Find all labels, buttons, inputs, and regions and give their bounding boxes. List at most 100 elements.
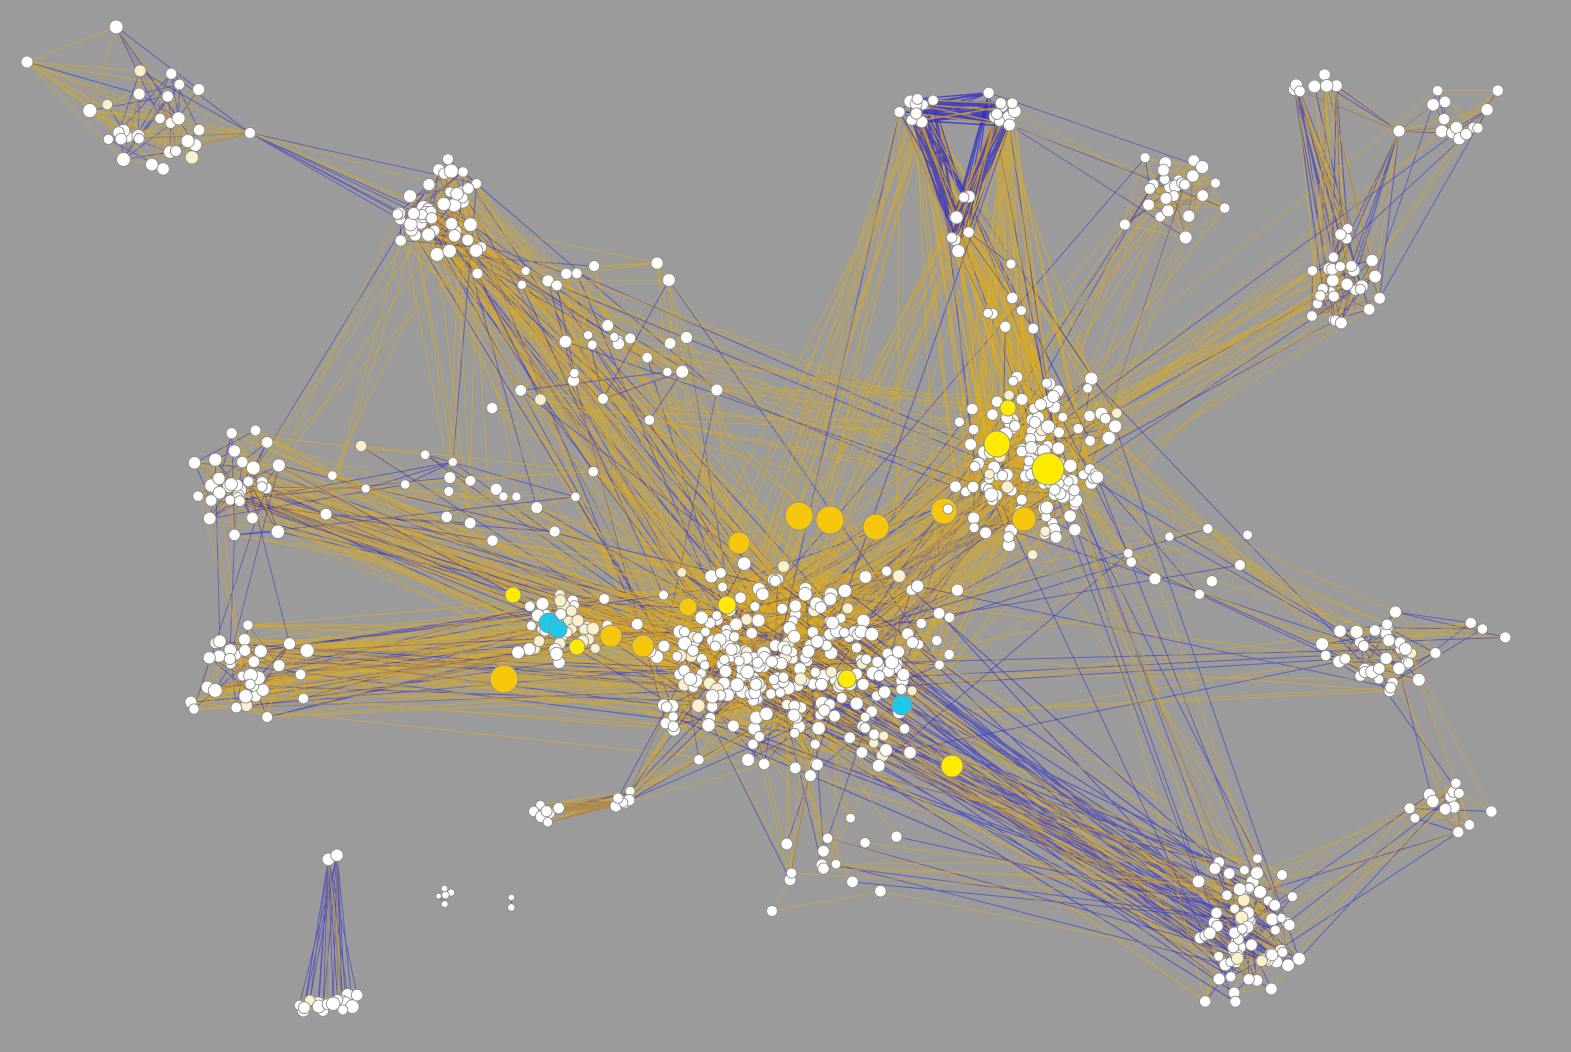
- graph-node[interactable]: [228, 528, 241, 542]
- graph-node[interactable]: [884, 654, 900, 670]
- graph-node[interactable]: [934, 659, 945, 671]
- graph-node[interactable]: [677, 636, 692, 651]
- graph-node[interactable]: [440, 510, 453, 524]
- graph-node[interactable]: [360, 483, 371, 494]
- graph-node[interactable]: [238, 644, 252, 657]
- graph-node[interactable]: [871, 655, 884, 668]
- graph-node[interactable]: [202, 651, 216, 665]
- graph-node[interactable]: [1159, 192, 1173, 205]
- graph-node[interactable]: [953, 416, 965, 428]
- graph-node[interactable]: [1307, 79, 1322, 94]
- graph-node[interactable]: [208, 452, 223, 467]
- graph-node-highlighted[interactable]: [983, 430, 1011, 458]
- graph-node-highlighted[interactable]: [815, 505, 845, 535]
- graph-node[interactable]: [133, 64, 147, 78]
- graph-node[interactable]: [1049, 530, 1063, 544]
- graph-node[interactable]: [1212, 972, 1226, 986]
- graph-node[interactable]: [1429, 647, 1442, 660]
- graph-node[interactable]: [891, 645, 906, 659]
- graph-node[interactable]: [1195, 160, 1210, 174]
- graph-node[interactable]: [691, 698, 706, 713]
- graph-node[interactable]: [443, 163, 459, 179]
- graph-node[interactable]: [906, 685, 918, 697]
- graph-node[interactable]: [949, 480, 962, 493]
- graph-node[interactable]: [724, 643, 738, 656]
- graph-node[interactable]: [156, 162, 170, 176]
- graph-node[interactable]: [667, 720, 680, 733]
- graph-node[interactable]: [729, 617, 743, 632]
- graph-node[interactable]: [1327, 290, 1340, 303]
- graph-node[interactable]: [1219, 202, 1231, 214]
- graph-node[interactable]: [859, 837, 871, 849]
- graph-node[interactable]: [873, 670, 886, 682]
- graph-node[interactable]: [777, 560, 790, 573]
- graph-node-highlighted[interactable]: [784, 501, 814, 531]
- graph-node[interactable]: [1476, 623, 1489, 635]
- graph-node[interactable]: [1319, 79, 1334, 93]
- graph-node[interactable]: [871, 758, 886, 773]
- graph-node[interactable]: [658, 589, 669, 601]
- graph-node[interactable]: [1039, 525, 1051, 537]
- graph-node[interactable]: [892, 569, 907, 583]
- graph-node[interactable]: [463, 217, 478, 232]
- graph-node[interactable]: [1276, 869, 1288, 881]
- graph-node[interactable]: [693, 754, 705, 766]
- graph-node[interactable]: [435, 892, 442, 900]
- graph-node[interactable]: [694, 610, 709, 625]
- graph-node[interactable]: [683, 672, 698, 687]
- graph-node[interactable]: [212, 471, 226, 486]
- graph-node[interactable]: [1191, 874, 1206, 889]
- graph-node[interactable]: [612, 792, 624, 804]
- graph-node[interactable]: [1221, 889, 1233, 901]
- graph-node[interactable]: [1161, 204, 1175, 218]
- graph-node[interactable]: [1480, 103, 1494, 117]
- graph-node[interactable]: [489, 482, 503, 496]
- graph-node[interactable]: [749, 678, 763, 691]
- graph-node[interactable]: [421, 227, 436, 242]
- graph-node[interactable]: [403, 189, 417, 204]
- graph-node[interactable]: [1229, 903, 1240, 914]
- graph-node[interactable]: [524, 600, 536, 612]
- graph-node[interactable]: [700, 626, 711, 638]
- graph-node[interactable]: [571, 267, 583, 280]
- graph-node[interactable]: [425, 212, 438, 225]
- graph-node[interactable]: [1354, 283, 1366, 295]
- graph-node[interactable]: [1392, 661, 1406, 676]
- graph-node[interactable]: [1000, 480, 1014, 494]
- graph-node[interactable]: [180, 133, 195, 149]
- graph-node[interactable]: [680, 330, 693, 344]
- graph-node[interactable]: [910, 579, 925, 593]
- graph-node[interactable]: [1111, 407, 1123, 419]
- graph-node[interactable]: [1412, 672, 1426, 687]
- graph-node[interactable]: [828, 709, 841, 723]
- graph-node[interactable]: [817, 862, 830, 875]
- graph-node[interactable]: [701, 718, 716, 733]
- graph-node[interactable]: [586, 621, 600, 636]
- graph-node[interactable]: [879, 743, 893, 757]
- graph-node[interactable]: [759, 706, 774, 721]
- graph-node[interactable]: [747, 738, 759, 750]
- graph-node[interactable]: [1283, 918, 1296, 932]
- graph-node[interactable]: [1009, 419, 1021, 432]
- graph-node[interactable]: [927, 94, 939, 106]
- graph-node[interactable]: [20, 55, 34, 69]
- graph-node[interactable]: [630, 617, 644, 631]
- graph-node[interactable]: [1334, 228, 1347, 241]
- graph-node[interactable]: [1178, 230, 1193, 245]
- graph-node[interactable]: [1434, 124, 1449, 139]
- graph-node[interactable]: [224, 494, 236, 506]
- graph-node[interactable]: [511, 491, 522, 502]
- graph-node[interactable]: [468, 243, 484, 258]
- graph-node[interactable]: [727, 719, 740, 733]
- graph-node[interactable]: [751, 613, 766, 628]
- graph-node[interactable]: [227, 444, 242, 458]
- graph-node[interactable]: [982, 86, 995, 99]
- graph-node[interactable]: [986, 408, 999, 421]
- graph-node[interactable]: [601, 319, 615, 332]
- graph-node[interactable]: [1339, 652, 1352, 665]
- graph-node[interactable]: [253, 644, 268, 659]
- graph-node-highlighted[interactable]: [548, 619, 568, 639]
- graph-node[interactable]: [768, 673, 780, 686]
- graph-node[interactable]: [1090, 470, 1104, 484]
- graph-node[interactable]: [457, 166, 469, 178]
